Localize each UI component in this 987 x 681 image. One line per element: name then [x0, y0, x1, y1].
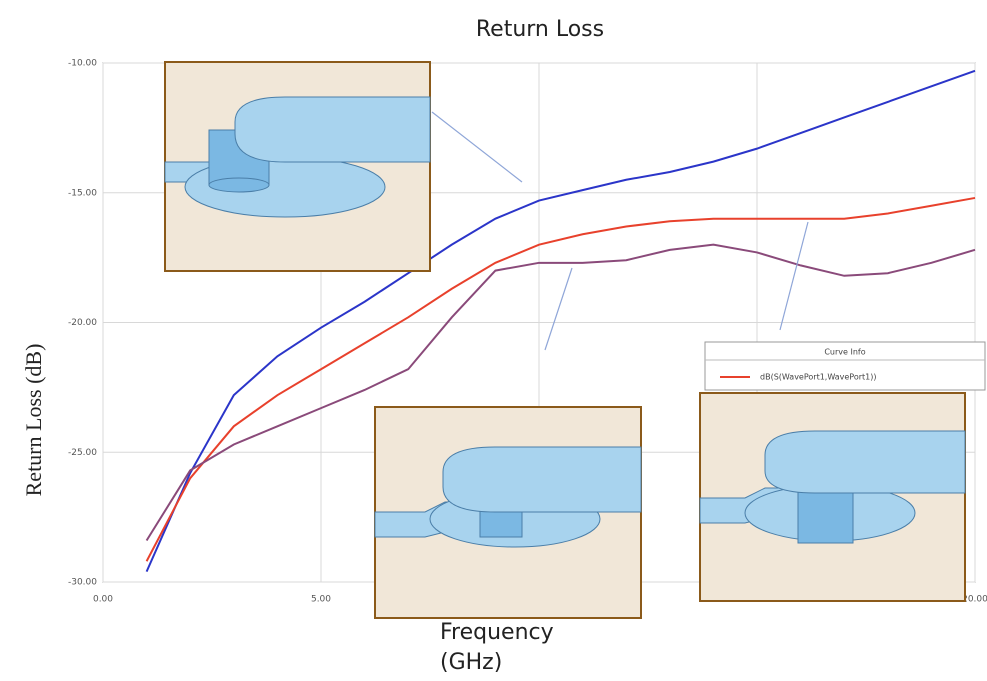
- y-tick-label: -30.00: [68, 578, 97, 588]
- legend-title: Curve Info: [824, 348, 865, 357]
- inset-image: [165, 62, 430, 271]
- annotations: [165, 62, 965, 618]
- x-tick-label: 5.00: [311, 595, 331, 605]
- y-tick-label: -25.00: [68, 448, 97, 458]
- y-tick-label: -20.00: [68, 318, 97, 328]
- inset-image: [700, 393, 965, 601]
- inset-image: [375, 407, 641, 618]
- y-tick-label: -10.00: [68, 59, 97, 69]
- y-axis-label: Return Loss (dB): [21, 344, 46, 497]
- chart: Return Loss Return Loss (dB) -30.00 -25.0…: [0, 0, 987, 681]
- legend-label: dB(S(WavePort1,WavePort1)): [760, 373, 876, 382]
- x-tick-label: 0.00: [93, 595, 113, 605]
- page: Return Loss Return Loss (dB) -30.00 -25.0…: [0, 0, 987, 681]
- legend: Curve Info dB(S(WavePort1,WavePort1)): [705, 342, 985, 390]
- y-tick-label: -15.00: [68, 188, 97, 198]
- x-axis-label: Frequency (GHz): [440, 618, 590, 678]
- chart-title: Return Loss: [476, 17, 604, 42]
